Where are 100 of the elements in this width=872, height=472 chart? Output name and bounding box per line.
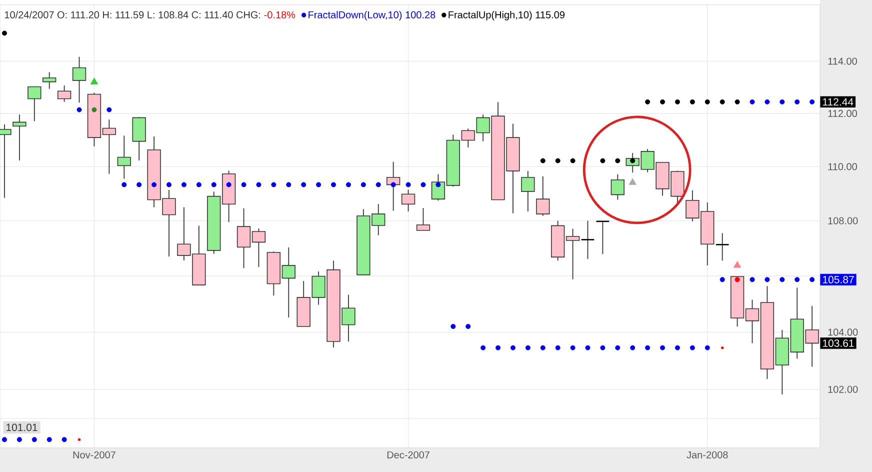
point <box>585 345 590 350</box>
point <box>436 182 441 188</box>
y-tick-label: 108.00 <box>828 217 858 224</box>
point <box>466 324 471 329</box>
annotation: 115.09 <box>536 11 565 18</box>
annotation: 100.28 <box>406 11 436 18</box>
point <box>450 324 456 329</box>
point <box>90 78 98 84</box>
point <box>555 158 560 164</box>
point <box>286 182 292 188</box>
point <box>540 345 546 350</box>
point <box>16 437 22 442</box>
point <box>256 182 262 188</box>
point <box>720 99 725 104</box>
point <box>733 261 742 268</box>
point <box>704 99 710 104</box>
point <box>211 182 216 188</box>
point <box>780 277 785 282</box>
point <box>674 99 680 104</box>
point <box>346 182 351 188</box>
candlestick <box>715 232 730 262</box>
point <box>525 345 530 350</box>
point <box>331 182 336 188</box>
annotation: 10/24/2007 O: 111.20 H: 111.59 L: 108.84 C: 111.40 CHG: <box>4 11 260 18</box>
candlestick <box>610 174 624 200</box>
point <box>734 99 740 104</box>
point <box>226 182 232 188</box>
point <box>46 437 52 442</box>
annotation: 101.01 <box>6 424 38 432</box>
point <box>615 158 620 164</box>
annotation: -0.18% <box>264 11 296 18</box>
candlestick <box>596 220 610 254</box>
point <box>241 182 246 188</box>
x-tick-label: Dec-2007 <box>387 451 430 458</box>
point <box>660 99 666 104</box>
point <box>555 345 560 350</box>
point <box>764 277 770 282</box>
point <box>570 158 576 164</box>
point <box>570 345 576 350</box>
y-tick-label: 112.00 <box>828 110 857 117</box>
point <box>390 182 396 188</box>
point <box>690 345 695 350</box>
x-tick-label: Nov-2007 <box>73 451 116 458</box>
candlestick <box>536 176 550 216</box>
candlestick <box>12 114 26 161</box>
point <box>600 158 606 164</box>
point <box>600 345 606 350</box>
candlestick <box>57 84 72 102</box>
point <box>630 158 636 164</box>
candlestick <box>580 220 595 260</box>
point <box>122 182 127 188</box>
candlestick <box>401 189 416 212</box>
point <box>720 277 725 282</box>
point <box>196 182 202 188</box>
point <box>166 182 172 188</box>
candlestick <box>72 56 86 104</box>
point <box>480 345 486 350</box>
candlestick <box>132 116 146 161</box>
point <box>76 107 82 112</box>
point <box>136 182 142 188</box>
point <box>540 158 546 164</box>
point <box>360 182 366 188</box>
y-tick-label: 110.00 <box>828 163 857 170</box>
point <box>62 437 67 442</box>
point <box>674 345 680 350</box>
point <box>628 178 636 185</box>
point <box>794 277 800 282</box>
y-tick-label: 114.00 <box>828 58 857 65</box>
point <box>615 345 620 350</box>
point <box>316 182 322 188</box>
legend-label: FractalDown(Low,10) <box>308 11 402 20</box>
point <box>106 107 112 112</box>
point <box>2 30 7 36</box>
candlestick <box>416 208 430 231</box>
point <box>2 437 7 442</box>
point <box>630 345 636 350</box>
y-tick-label: 104.00 <box>828 328 858 336</box>
candlestick <box>117 135 131 180</box>
x-tick-label: Jan-2008 <box>686 451 728 458</box>
point <box>78 438 81 441</box>
point <box>660 345 666 350</box>
point <box>690 99 695 104</box>
point <box>32 437 37 442</box>
point <box>645 99 650 104</box>
point <box>750 277 755 282</box>
point <box>92 107 97 112</box>
point <box>152 182 157 188</box>
candlestick <box>521 170 535 212</box>
point <box>181 182 186 188</box>
point <box>301 182 306 188</box>
point <box>510 345 516 350</box>
annotation: 105.87 <box>823 276 854 284</box>
y-tick-label: 102.00 <box>828 386 858 393</box>
candlestick <box>28 86 42 122</box>
point <box>704 345 710 350</box>
point <box>271 182 276 188</box>
point <box>406 182 411 188</box>
point <box>376 182 381 188</box>
point <box>645 345 650 350</box>
legend-label: FractalUp(High,10) <box>448 11 532 20</box>
